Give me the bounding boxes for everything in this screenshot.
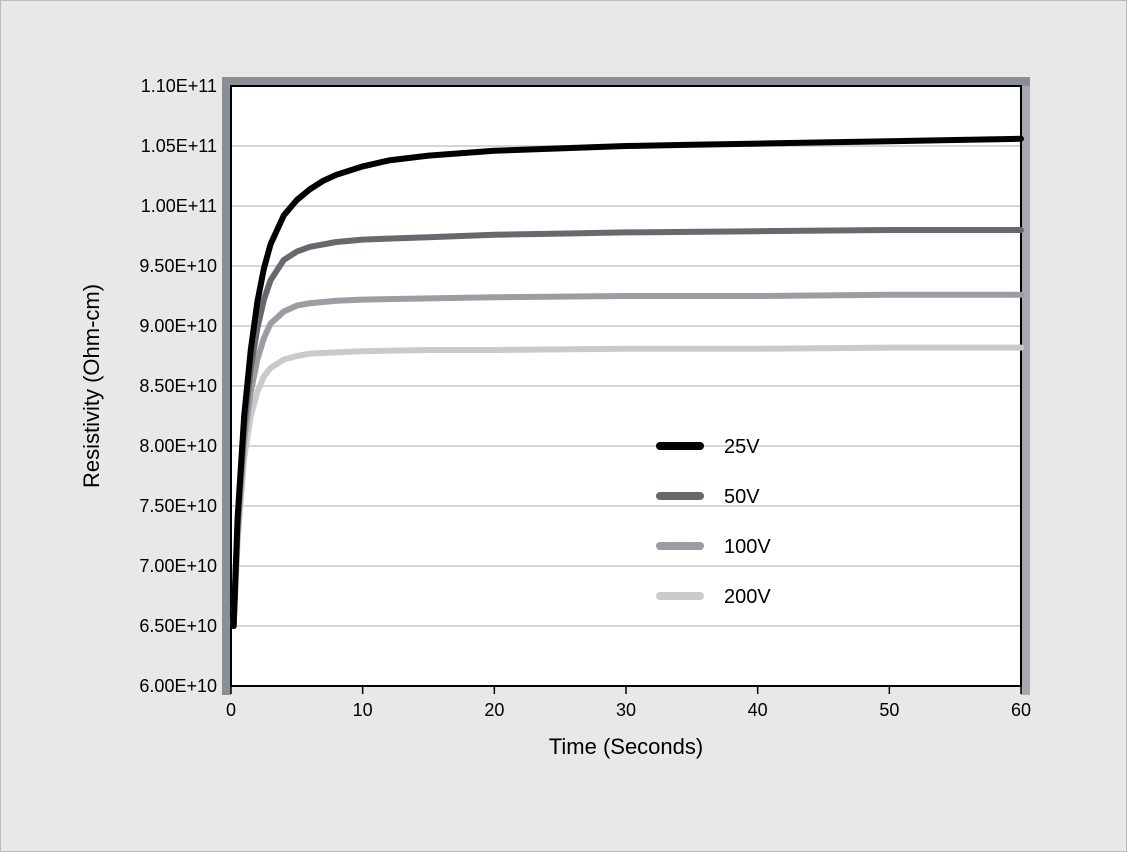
- y-axis-label: Resistivity (Ohm-cm): [81, 284, 104, 488]
- chart-svg: 0 10 20 30 40 50 60 6.00E+10 6.50E+10 7.00E+10 7.5…: [81, 66, 1041, 786]
- y-tick-label: 9.50E+10: [139, 256, 217, 276]
- x-tick-label: 10: [353, 700, 373, 720]
- y-tick-label: 6.00E+10: [139, 676, 217, 696]
- figure-frame: 0 10 20 30 40 50 60 6.00E+10 6.50E+10 7.00E+10 7.5…: [0, 0, 1127, 852]
- x-tick-label: 30: [616, 700, 636, 720]
- x-tick-label: 20: [484, 700, 504, 720]
- resistivity-chart: 0 10 20 30 40 50 60 6.00E+10 6.50E+10 7.00E+10 7.5…: [81, 66, 1041, 786]
- y-tick-label: 1.10E+11: [141, 76, 217, 96]
- x-tick-label: 40: [748, 700, 768, 720]
- y-tick-label: 8.50E+10: [139, 376, 217, 396]
- legend-swatch: [656, 442, 704, 450]
- x-tick-label: 0: [226, 700, 236, 720]
- x-tick-label: 60: [1011, 700, 1031, 720]
- legend-swatch: [656, 492, 704, 500]
- y-tick-label: 7.00E+10: [139, 556, 217, 576]
- x-axis-label: Time (Seconds): [549, 734, 703, 759]
- legend-label: 200V: [724, 586, 771, 608]
- x-tick-label: 50: [879, 700, 899, 720]
- y-tick-label: 6.50E+10: [139, 616, 217, 636]
- y-tick-label: 9.00E+10: [139, 316, 217, 336]
- legend-label: 25V: [724, 436, 760, 458]
- y-tick-label: 8.00E+10: [139, 436, 217, 456]
- y-tick-label: 1.00E+11: [141, 196, 217, 216]
- y-tick-label: 7.50E+10: [139, 496, 217, 516]
- y-tick-label: 1.05E+11: [141, 136, 217, 156]
- legend-label: 100V: [724, 536, 771, 558]
- legend-swatch: [656, 592, 704, 600]
- legend-label: 50V: [724, 486, 760, 508]
- legend-swatch: [656, 542, 704, 550]
